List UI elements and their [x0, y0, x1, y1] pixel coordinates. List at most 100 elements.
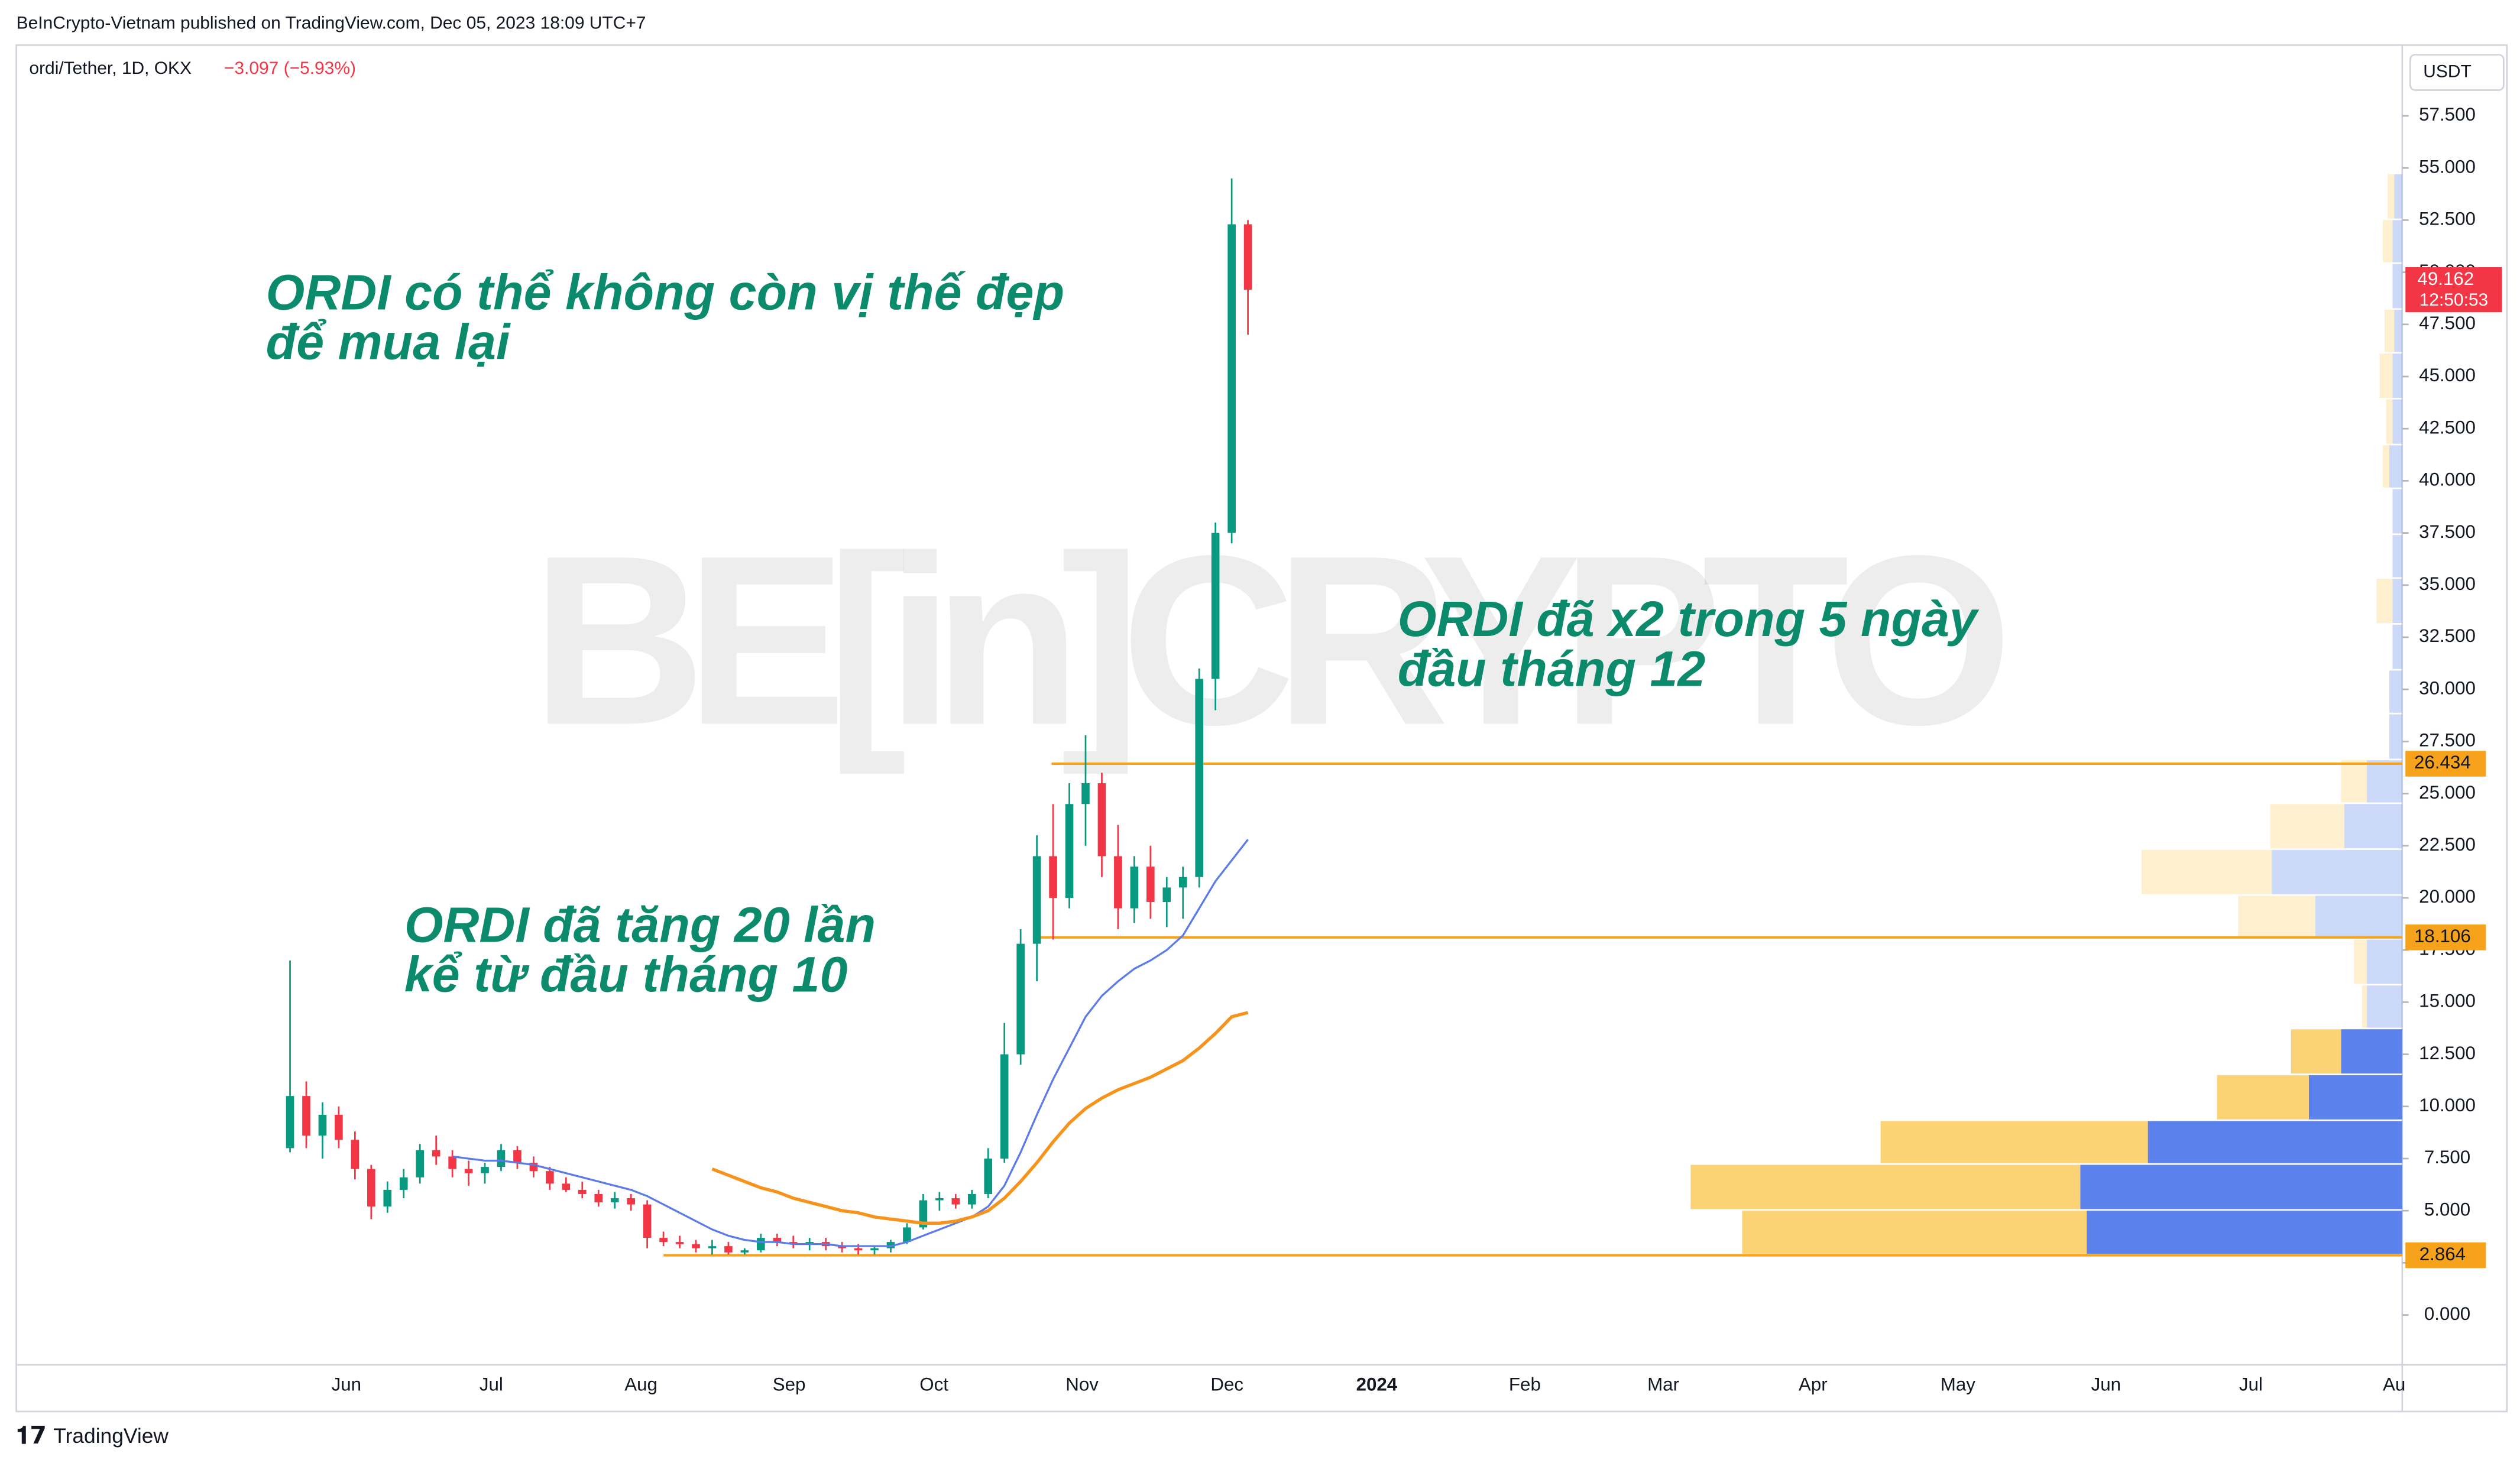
profile-down [2384, 310, 2395, 352]
profile-up [2087, 1211, 2402, 1254]
annotation: ORDI đã tăng 20 lần [404, 897, 876, 952]
candle-body [1211, 533, 1220, 679]
candle-body [675, 1242, 684, 1244]
candle-body [1065, 804, 1074, 898]
profile-up [2389, 445, 2402, 488]
y-tick-label: 35.000 [2419, 573, 2476, 594]
y-tick-label: 25.000 [2419, 782, 2476, 803]
profile-up [2392, 399, 2402, 444]
candle-body [951, 1198, 960, 1205]
y-tick-label: 27.500 [2419, 730, 2476, 751]
candle-body [984, 1158, 993, 1194]
candle-body [724, 1246, 733, 1253]
level-label-box [2405, 751, 2486, 777]
profile-down [1880, 1121, 2148, 1163]
profile-up [2392, 264, 2402, 309]
logo-mark: 𝟏𝟳 [17, 1422, 47, 1449]
annotation: để mua lại [266, 314, 511, 370]
annotation: đầu tháng 12 [1398, 641, 1706, 696]
candle-body [740, 1250, 749, 1253]
y-tick-label: 30.000 [2419, 677, 2476, 698]
x-tick-label: Oct [919, 1374, 948, 1395]
profile-down [2379, 353, 2393, 398]
header: BeInCrypto-Vietnam published on TradingV… [17, 14, 646, 33]
candle-body [1195, 679, 1204, 877]
candle-body [627, 1198, 635, 1205]
candle-body [659, 1238, 668, 1243]
y-tick-label: 15.000 [2419, 991, 2476, 1011]
x-tick-label: Apr [1799, 1374, 1828, 1395]
currency[interactable]: USDT [2423, 61, 2472, 81]
y-tick-label: 47.500 [2419, 313, 2476, 333]
x-tick-label: Jul [480, 1374, 503, 1395]
last-price-box [2405, 267, 2502, 313]
level-label: 26.434 [2414, 752, 2471, 773]
profile-up [2308, 1075, 2402, 1120]
candle-body [805, 1242, 814, 1244]
x-tick-label: Feb [1509, 1374, 1541, 1395]
profile-up [2392, 353, 2402, 398]
currency-box[interactable] [2409, 54, 2505, 91]
level-label-box [2405, 1242, 2486, 1269]
profile-up [2366, 760, 2402, 803]
profile-down [2217, 1075, 2309, 1120]
candle-body [286, 1096, 294, 1149]
last-price: 49.162 [2417, 268, 2474, 289]
x-tick-label: Au [2383, 1374, 2405, 1395]
y-tick-label: 37.500 [2419, 521, 2476, 542]
y-tick-label: 20.000 [2419, 886, 2476, 907]
candle-body [1243, 224, 1252, 290]
x-tick-label: Dec [1210, 1374, 1243, 1395]
candle-body [1146, 867, 1155, 903]
profile-up [2394, 174, 2402, 219]
candle-body [1130, 867, 1139, 909]
candle-body [838, 1246, 846, 1248]
profile-up [2272, 849, 2402, 894]
y-tick-label: 7.500 [2424, 1147, 2470, 1167]
y-tick-label: 55.000 [2419, 156, 2476, 177]
y-tick-label: 22.500 [2419, 834, 2476, 855]
candle-body [1000, 1054, 1009, 1159]
profile-down [2386, 399, 2393, 444]
countdown: 12:50:53 [2419, 290, 2489, 310]
change: −3.097 (−5.93%) [224, 59, 356, 78]
candle-body [318, 1114, 327, 1136]
candle-body [513, 1150, 522, 1163]
candle-body [708, 1246, 717, 1248]
candle-body [1049, 856, 1057, 898]
profile-up [2392, 489, 2402, 534]
candle-body [773, 1238, 782, 1243]
candle-body [1097, 783, 1106, 857]
profile-up [2344, 804, 2402, 849]
candle-body [692, 1244, 700, 1248]
x-tick-label: Nov [1065, 1374, 1099, 1395]
profile-down [2388, 174, 2395, 219]
candle-body [870, 1248, 879, 1251]
profile-up [2366, 939, 2402, 984]
profile-down [1742, 1211, 2087, 1254]
candle-body [367, 1169, 375, 1207]
candle-body [335, 1114, 343, 1140]
candle-body [1032, 856, 1041, 944]
candle-body [935, 1198, 944, 1201]
x-tick-label: Jul [2239, 1374, 2263, 1395]
x-tick-label: 2024 [1356, 1374, 1398, 1395]
profile-up [2392, 579, 2402, 624]
symbol-title: ordi/Tether, 1D, OKX [29, 59, 192, 78]
profile-down [2383, 220, 2393, 262]
y-tick-label: 52.500 [2419, 209, 2476, 229]
candle-body [919, 1200, 928, 1228]
candle-body [1114, 856, 1122, 909]
candle-body [967, 1193, 976, 1205]
candle-body [302, 1096, 310, 1136]
candle-body [1178, 877, 1187, 888]
y-tick-label: 45.000 [2419, 365, 2476, 385]
watermark: BE[in]CRYPTO [532, 505, 2013, 776]
y-tick-label: 12.500 [2419, 1043, 2476, 1063]
candle-body [643, 1204, 652, 1238]
candle-body [578, 1189, 587, 1194]
profile-up [2392, 220, 2402, 262]
candle-body [562, 1183, 571, 1190]
candle-body [497, 1150, 506, 1167]
